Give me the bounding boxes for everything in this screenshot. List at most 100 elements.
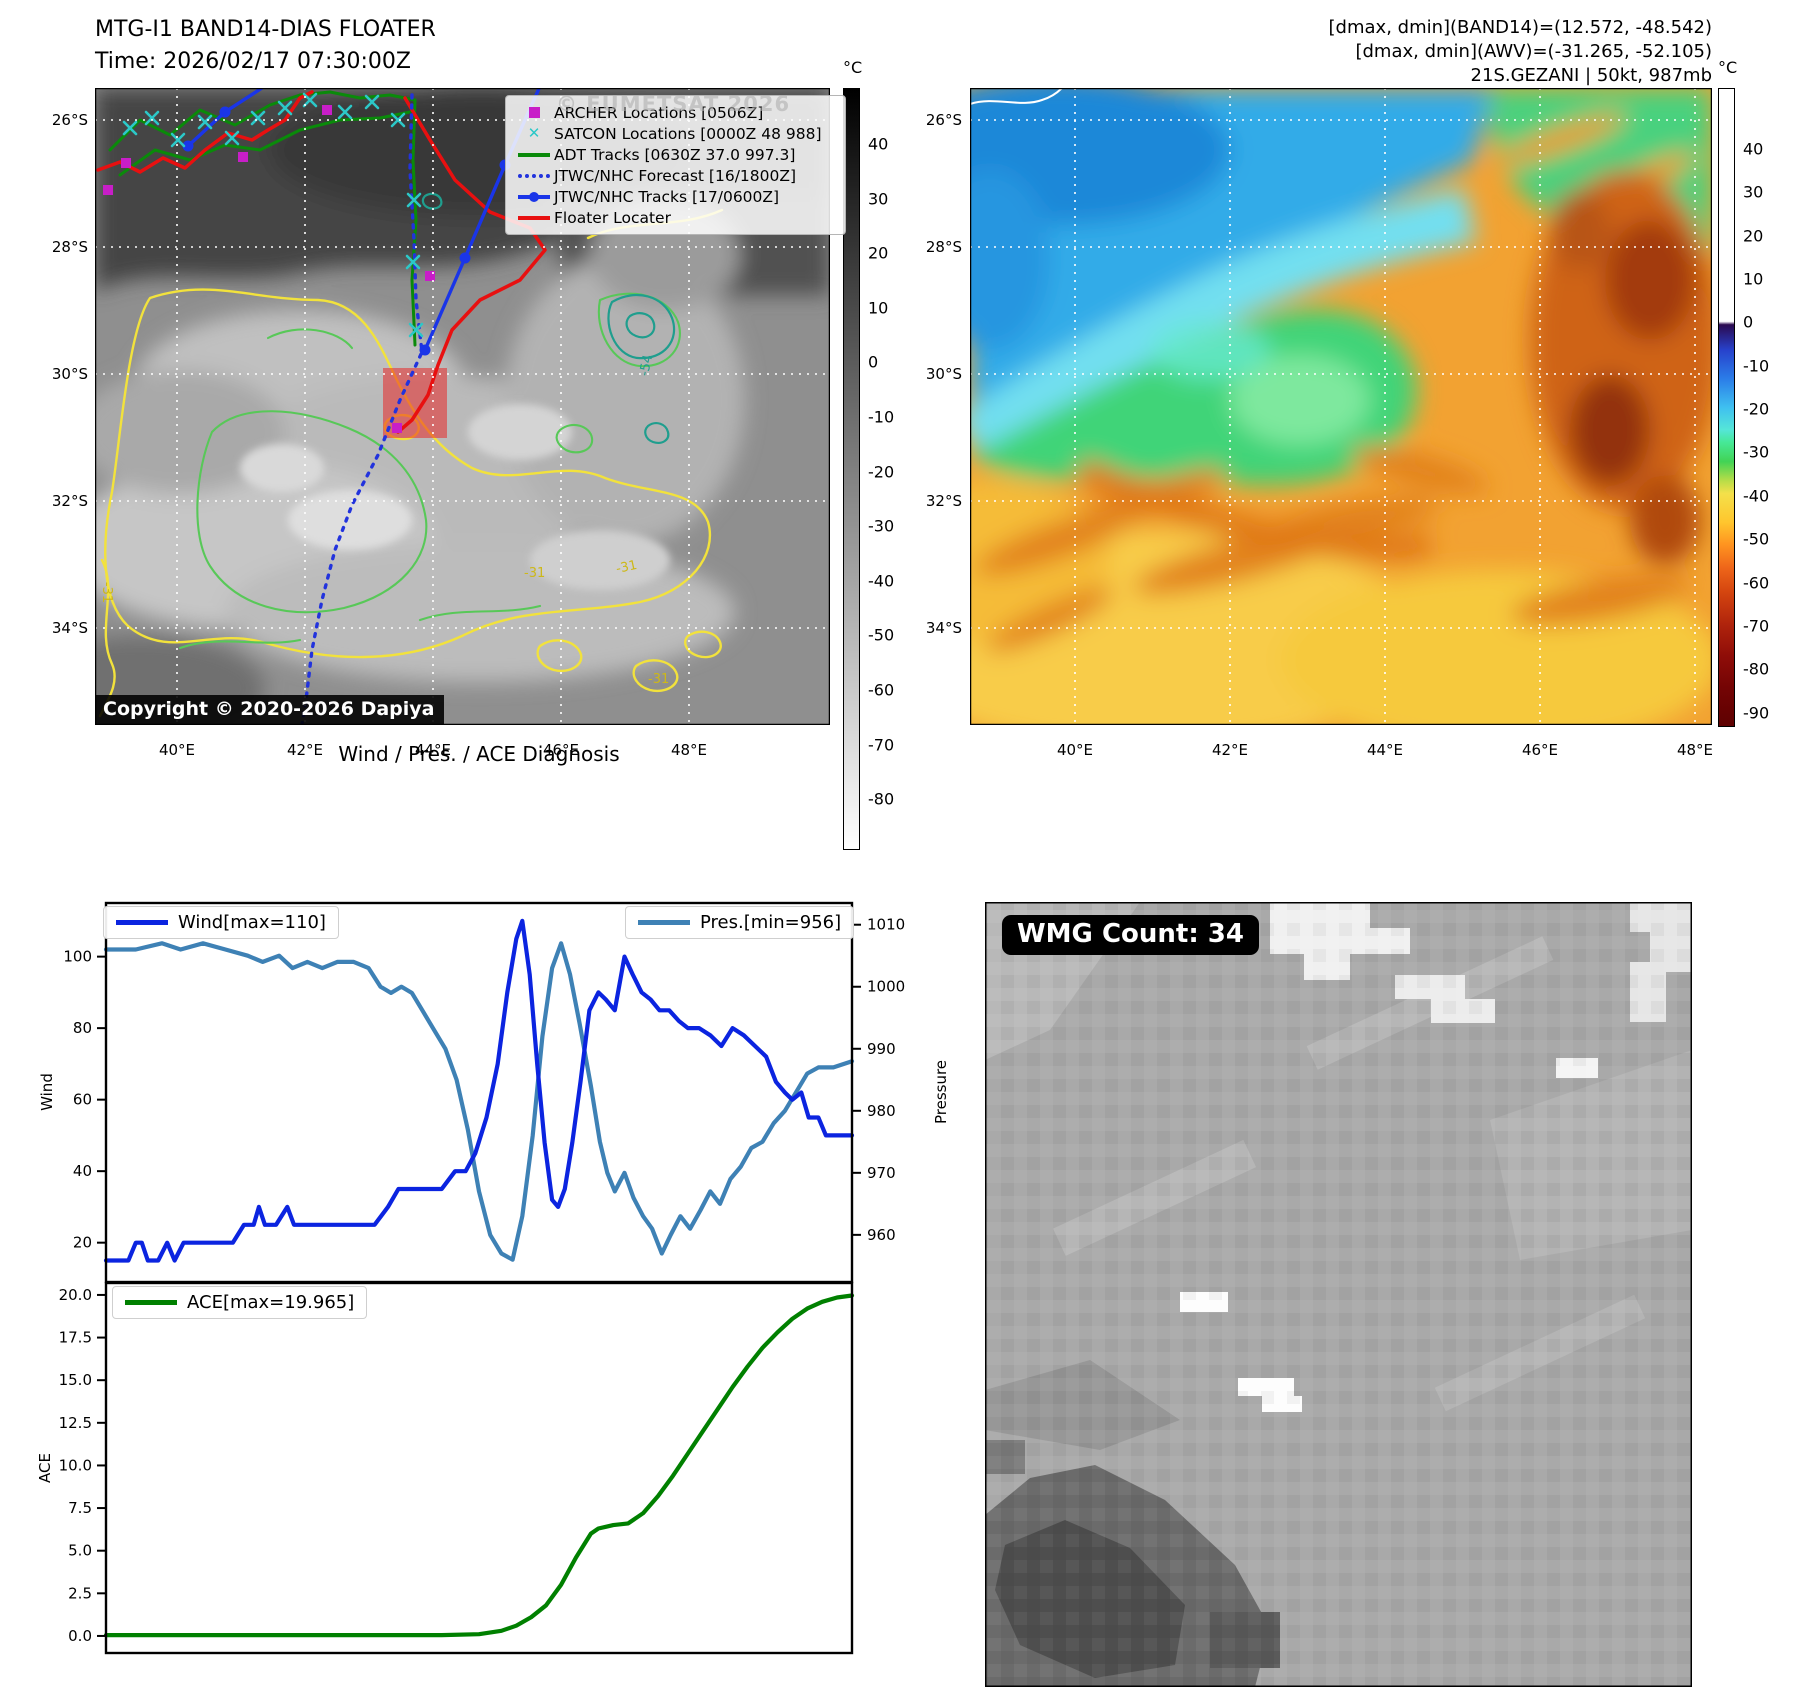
storm-tracks [96, 88, 547, 725]
tick-label: 20 [868, 243, 889, 263]
awv-dmax-dmin: [dmax, dmin](AWV)=(-31.265, -52.105) [1355, 40, 1712, 62]
tick-label: 26°S [51, 111, 88, 129]
svg-text:12.5: 12.5 [59, 1414, 92, 1432]
svg-text:20.0: 20.0 [59, 1286, 92, 1304]
legend-label: SATCON Locations [0000Z 48 988] [554, 124, 822, 143]
jtwc-dot-icon [529, 191, 539, 202]
svg-text:7.5: 7.5 [68, 1499, 92, 1517]
diagnosis-title: Wind / Pres. / ACE Diagnosis [338, 742, 620, 766]
archer-square-markers [103, 105, 435, 433]
svg-text:1010: 1010 [867, 916, 905, 934]
tick-label: -70 [1743, 616, 1770, 636]
tick-label: -20 [1743, 399, 1770, 419]
tick-label: 30 [1743, 182, 1764, 202]
coastline [970, 88, 1063, 105]
tick-label: -60 [868, 680, 895, 700]
adt-track-line [108, 90, 418, 347]
legend-label: JTWC/NHC Forecast [16/1800Z] [554, 166, 797, 185]
pressure-legend: Pres.[min=956] [625, 906, 855, 939]
svg-text:970: 970 [867, 1164, 896, 1182]
legend-label: ADT Tracks [0630Z 37.0 997.3] [554, 145, 796, 164]
tick-label: 32°S [925, 492, 962, 510]
svg-text:5.0: 5.0 [68, 1542, 92, 1560]
tick-label: -50 [868, 625, 895, 645]
teal-contour--54 [421, 192, 676, 444]
svg-text:40: 40 [73, 1162, 92, 1180]
satcon-x-markers [122, 92, 424, 338]
legend-row-satcon: ✕ SATCON Locations [0000Z 48 988] [514, 123, 837, 144]
tick-label: -20 [868, 462, 895, 482]
left-map-legend: ARCHER Locations [0506Z] ✕ SATCON Locati… [505, 95, 846, 235]
tick-label: -10 [868, 407, 895, 427]
jtwc-line-dot-icon [518, 191, 550, 202]
tick-label: 40 [868, 134, 889, 154]
wind-line-sample [116, 920, 168, 925]
pressure-line-sample [638, 920, 690, 925]
contour-value-label: -31 [99, 581, 115, 604]
contour-value-label: -31 [524, 566, 546, 581]
svg-text:Wind: Wind [38, 1073, 56, 1111]
legend-row-archer: ARCHER Locations [0506Z] [514, 102, 837, 123]
svg-text:20: 20 [73, 1234, 92, 1252]
band14-colorbar [843, 88, 860, 850]
tick-label: 0 [1743, 312, 1754, 332]
panel-title-block: MTG-I1 BAND14-DIAS FLOATER Time: 2026/02… [95, 14, 436, 78]
colorbar-unit-label: °C [1718, 58, 1738, 77]
archer-square-icon [528, 107, 540, 118]
tick-label: 10 [1743, 269, 1764, 289]
jtwc-forecast-dotted-line [300, 93, 424, 725]
series-Pres.[min=956] [103, 941, 855, 1262]
ace-legend: ACE[max=19.965] [112, 1286, 368, 1319]
tick-label: 30 [868, 189, 889, 209]
series-ACE[max=19.965] [103, 1293, 855, 1638]
legend-label: JTWC/NHC Tracks [17/0600Z] [554, 187, 780, 206]
tick-label: 20 [1743, 226, 1764, 246]
band14-dmax-dmin: [dmax, dmin](BAND14)=(12.572, -48.542) [1328, 17, 1712, 38]
copyright-badge: Copyright © 2020-2026 Dapiya [95, 695, 445, 724]
storm-info-block: [dmax, dmin](BAND14)=(12.572, -48.542) [… [1000, 16, 1712, 87]
svg-text:0.0: 0.0 [68, 1627, 92, 1645]
tick-label: 34°S [51, 619, 88, 637]
floater-locater-line-2 [396, 96, 547, 434]
svg-text:960: 960 [867, 1226, 896, 1244]
wind-legend: Wind[max=110] [103, 906, 339, 939]
svg-text:15.0: 15.0 [59, 1371, 92, 1389]
svg-text:Pressure: Pressure [932, 1060, 950, 1124]
contour-value-label: -31 [648, 672, 670, 687]
forecast-dotted-line-icon [518, 173, 550, 178]
awv-colorbar [1718, 88, 1735, 727]
storm-id-intensity: 21S.GEZANI | 50kt, 987mb [1470, 64, 1712, 86]
satcon-x-icon: ✕ [527, 124, 541, 142]
page-title: MTG-I1 BAND14-DIAS FLOATER [95, 17, 436, 42]
legend-row-jtwc-tracks: JTWC/NHC Tracks [17/0600Z] [514, 186, 837, 207]
ace-line-sample [125, 1300, 177, 1305]
tick-label: 10 [868, 298, 889, 318]
legend-label: Floater Locater [554, 208, 671, 227]
legend-row-adt: ADT Tracks [0630Z 37.0 997.3] [514, 144, 837, 165]
tick-label: 28°S [51, 238, 88, 256]
awv-colorized-map [970, 88, 1712, 725]
eumetsat-watermark: © EUMETSAT 2026 [556, 92, 791, 116]
tick-label: 26°S [925, 111, 962, 129]
tick-label: -50 [1743, 529, 1770, 549]
tick-label: 30°S [51, 365, 88, 383]
legend-row-forecast: JTWC/NHC Forecast [16/1800Z] [514, 165, 837, 186]
legend-label: ARCHER Locations [0506Z] [554, 103, 764, 122]
adt-line-icon [518, 152, 550, 157]
tick-label: -10 [1743, 356, 1770, 376]
timestamp: Time: 2026/02/17 07:30:00Z [95, 48, 411, 74]
pressure-legend-label: Pres.[min=956] [700, 912, 842, 933]
pixel-overlay [985, 902, 1692, 1687]
tick-label: -30 [868, 516, 895, 536]
tick-label: 28°S [925, 238, 962, 256]
wind-legend-label: Wind[max=110] [178, 912, 326, 933]
svg-text:1000: 1000 [867, 978, 905, 996]
tick-label: 30°S [925, 365, 962, 383]
svg-text:2.5: 2.5 [68, 1584, 92, 1602]
tick-label: -80 [1743, 659, 1770, 679]
floater-locater-line [96, 90, 314, 174]
tick-label: 0 [868, 352, 879, 372]
svg-text:80: 80 [73, 1019, 92, 1037]
colorbar-unit-label: °C [843, 58, 863, 77]
